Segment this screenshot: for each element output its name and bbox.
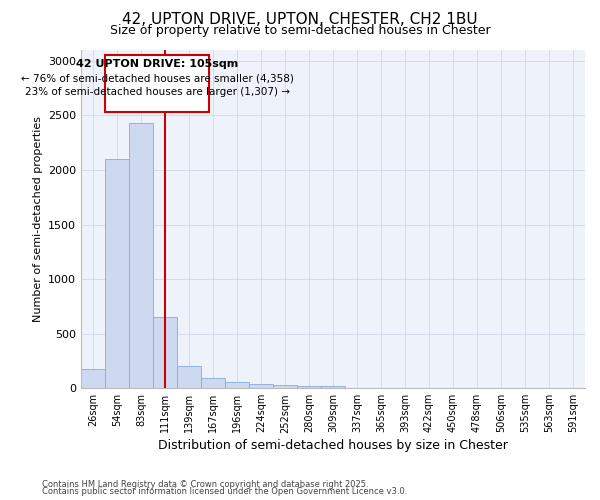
Bar xyxy=(249,384,273,388)
Text: ← 76% of semi-detached houses are smaller (4,358): ← 76% of semi-detached houses are smalle… xyxy=(21,74,294,84)
Bar xyxy=(105,159,129,388)
FancyBboxPatch shape xyxy=(105,55,209,112)
Bar xyxy=(153,318,177,388)
Text: 42, UPTON DRIVE, UPTON, CHESTER, CH2 1BU: 42, UPTON DRIVE, UPTON, CHESTER, CH2 1BU xyxy=(122,12,478,28)
Bar xyxy=(225,382,249,388)
Text: 42 UPTON DRIVE: 105sqm: 42 UPTON DRIVE: 105sqm xyxy=(76,60,238,70)
Bar xyxy=(297,386,321,388)
X-axis label: Distribution of semi-detached houses by size in Chester: Distribution of semi-detached houses by … xyxy=(158,440,508,452)
Text: 23% of semi-detached houses are larger (1,307) →: 23% of semi-detached houses are larger (… xyxy=(25,86,290,97)
Bar xyxy=(129,123,153,388)
Text: Contains HM Land Registry data © Crown copyright and database right 2025.: Contains HM Land Registry data © Crown c… xyxy=(42,480,368,489)
Bar xyxy=(81,369,105,388)
Y-axis label: Number of semi-detached properties: Number of semi-detached properties xyxy=(32,116,43,322)
Text: Size of property relative to semi-detached houses in Chester: Size of property relative to semi-detach… xyxy=(110,24,490,37)
Bar xyxy=(273,385,297,388)
Bar xyxy=(177,366,201,388)
Bar xyxy=(201,378,225,388)
Text: Contains public sector information licensed under the Open Government Licence v3: Contains public sector information licen… xyxy=(42,487,407,496)
Bar xyxy=(321,386,345,388)
